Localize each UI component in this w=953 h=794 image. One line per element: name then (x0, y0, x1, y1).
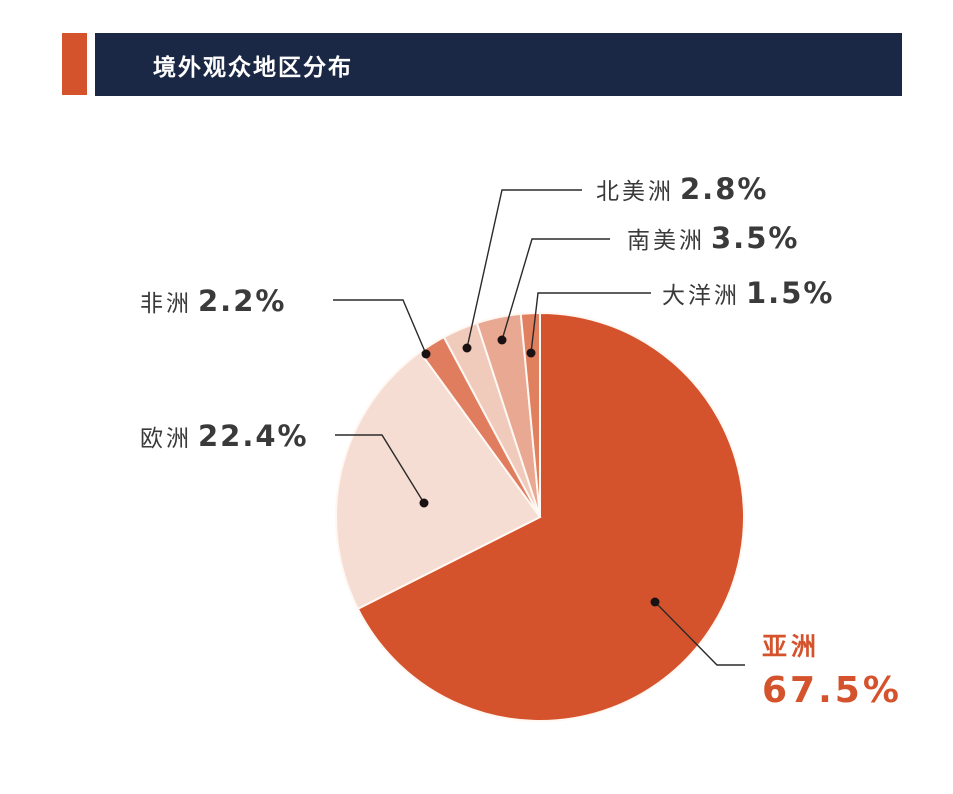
dot-europe (419, 498, 429, 508)
label-asia: 亚洲 67.5% (762, 634, 902, 709)
dot-oceania (526, 348, 536, 358)
leader-line-asia (654, 601, 745, 666)
label-name: 亚洲 (762, 632, 821, 661)
leader-dots (419, 335, 660, 607)
dot-south-america (497, 335, 507, 345)
label-percent: 22.4% (198, 419, 309, 453)
label-percent: 3.5% (711, 221, 800, 255)
label-europe: 欧洲 22.4% (140, 422, 309, 451)
pie-slice-asia (356, 311, 745, 722)
leader-line-europe (335, 434, 425, 504)
label-oceania: 大洋洲 1.5% (662, 279, 834, 308)
label-south-america: 南美洲 3.5% (627, 224, 799, 253)
leader-line-oceania (530, 292, 651, 354)
label-percent: 1.5% (746, 276, 835, 310)
label-name: 欧洲 (140, 426, 192, 452)
leader-line-africa (333, 299, 427, 355)
title-accent-block (62, 33, 87, 95)
dot-north-america (462, 343, 472, 353)
label-name: 非洲 (140, 291, 192, 317)
label-name: 南美洲 (627, 228, 705, 254)
dot-asia (650, 597, 660, 607)
label-name: 大洋洲 (662, 283, 740, 309)
label-percent: 67.5% (762, 670, 902, 711)
title-bar: 境外观众地区分布 (95, 33, 902, 96)
leader-line-north-america (466, 189, 582, 349)
label-percent: 2.8% (680, 172, 769, 206)
label-percent: 2.2% (198, 284, 287, 318)
label-north-america: 北美洲 2.8% (596, 175, 768, 204)
leader-line-south-america (501, 238, 610, 341)
label-africa: 非洲 2.2% (140, 287, 286, 316)
chart-title: 境外观众地区分布 (153, 54, 353, 81)
dot-africa (421, 349, 431, 359)
pie-slice-oceania (519, 311, 541, 518)
pie-slice-europe (335, 350, 542, 611)
label-name: 北美洲 (596, 179, 674, 205)
pie-slices (335, 311, 745, 722)
leader-lines (333, 189, 745, 666)
